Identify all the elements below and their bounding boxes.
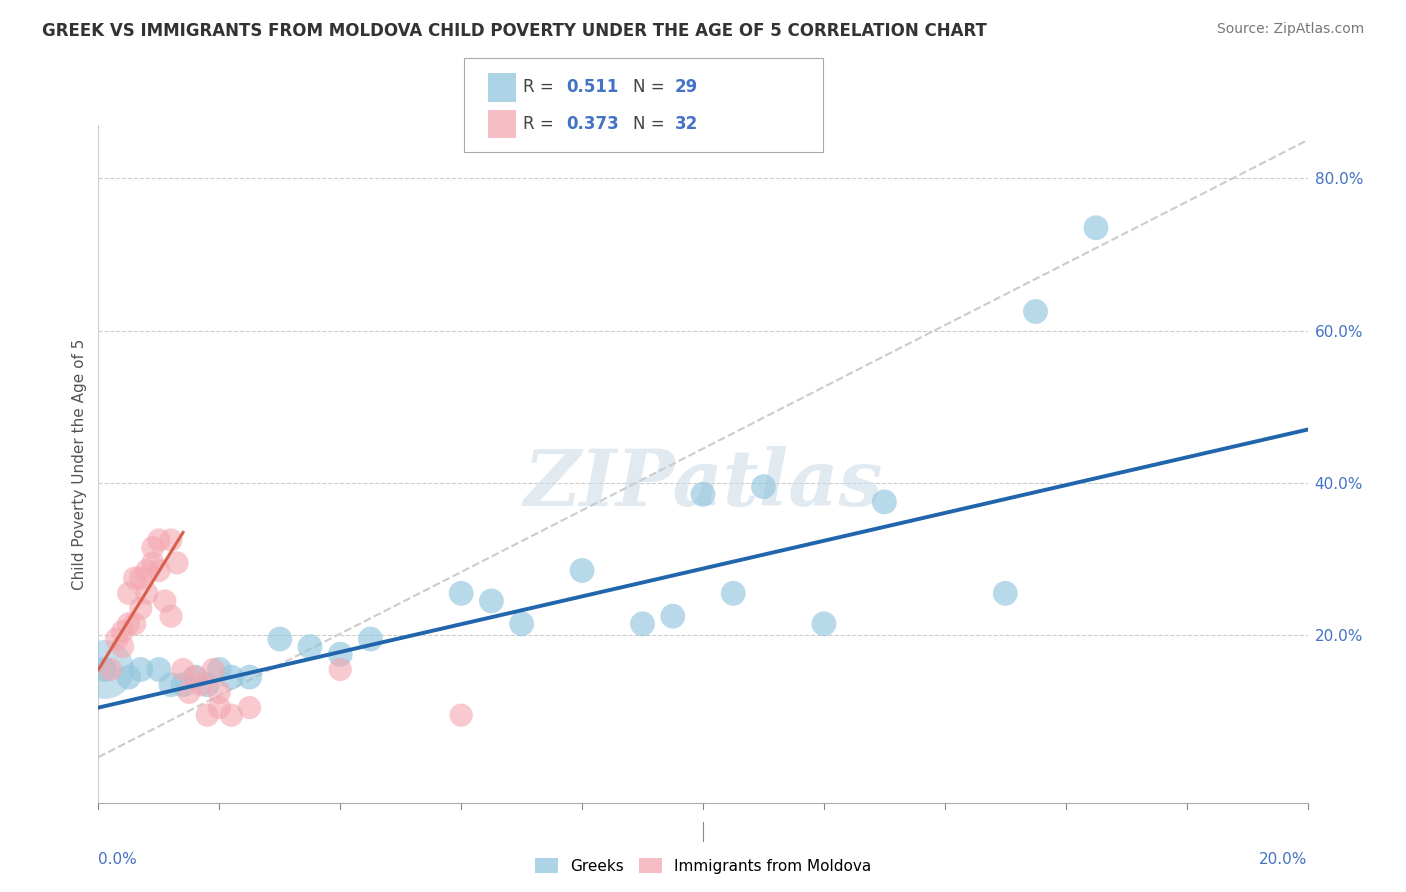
Point [202,663,225,677]
Point [118,670,141,684]
Point [1085,220,1108,235]
Point [129,571,152,585]
Point [510,616,533,631]
Point [299,640,322,654]
Point [221,708,243,723]
Text: N =: N = [633,78,669,96]
Point [111,624,134,639]
Text: 29: 29 [675,78,699,96]
Point [571,564,593,578]
Text: 0.511: 0.511 [567,78,619,96]
Point [118,586,141,600]
Point [873,495,896,509]
Text: 32: 32 [675,115,699,133]
Text: Source: ZipAtlas.com: Source: ZipAtlas.com [1216,22,1364,37]
Point [135,586,157,600]
Point [172,678,194,692]
Text: R =: R = [523,115,560,133]
Point [142,556,165,570]
Point [153,594,176,608]
Point [190,678,212,692]
Point [208,685,231,699]
Point [135,564,157,578]
Text: GREEK VS IMMIGRANTS FROM MOLDOVA CHILD POVERTY UNDER THE AGE OF 5 CORRELATION CH: GREEK VS IMMIGRANTS FROM MOLDOVA CHILD P… [42,22,987,40]
Text: 0.0%: 0.0% [98,853,138,867]
Point [329,663,352,677]
Point [129,601,152,615]
Point [172,663,194,677]
Point [662,609,685,624]
Point [631,616,654,631]
Point [160,678,183,692]
Point [100,663,122,677]
Point [450,708,472,723]
Point [118,616,141,631]
Point [195,678,218,692]
Point [221,670,243,684]
Point [148,564,170,578]
Point [129,663,152,677]
Point [166,556,188,570]
Point [329,647,352,661]
Point [179,685,201,699]
Point [360,632,382,646]
Point [142,541,165,555]
Point [752,480,775,494]
Point [93,663,115,677]
Point [124,571,146,585]
Point [160,609,183,624]
Point [160,533,183,547]
Point [184,670,207,684]
Point [195,708,218,723]
Point [208,700,231,714]
Point [692,487,714,501]
Legend: Greeks, Immigrants from Moldova: Greeks, Immigrants from Moldova [529,852,877,880]
Point [450,586,472,600]
Point [93,663,115,677]
Point [723,586,745,600]
Point [208,663,231,677]
Point [1024,304,1046,318]
Text: N =: N = [633,115,669,133]
Text: 20.0%: 20.0% [1260,853,1308,867]
Point [994,586,1017,600]
Point [239,700,262,714]
Text: R =: R = [523,78,560,96]
Point [239,670,262,684]
Point [481,594,503,608]
Point [813,616,835,631]
Point [105,632,128,646]
Point [124,616,146,631]
Point [148,663,170,677]
Text: ZIPatlas: ZIPatlas [523,446,883,523]
Point [269,632,291,646]
Text: 0.373: 0.373 [567,115,620,133]
Point [111,640,134,654]
Y-axis label: Child Poverty Under the Age of 5: Child Poverty Under the Age of 5 [72,338,87,590]
Point [184,670,207,684]
Point [148,533,170,547]
